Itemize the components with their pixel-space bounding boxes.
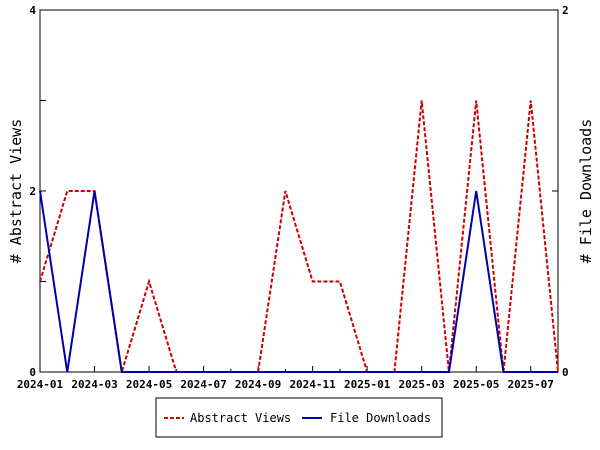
y-right-tick-label: 0 <box>562 366 569 379</box>
y-axis-right: 02 <box>552 4 569 379</box>
legend-label-file-downloads: File Downloads <box>330 411 431 425</box>
x-tick-label: 2025-01 <box>344 378 391 391</box>
x-tick-label: 2024-03 <box>71 378 117 391</box>
x-tick-label: 2025-05 <box>453 378 499 391</box>
plot-frame <box>39 9 559 373</box>
legend-box <box>155 397 443 438</box>
x-tick-label: 2024-09 <box>235 378 281 391</box>
series-line-file-downloads <box>39 190 558 373</box>
x-tick-label: 2024-11 <box>289 378 336 391</box>
legend: Abstract Views File Downloads <box>155 397 443 438</box>
y-right-tick-label: 2 <box>562 4 569 17</box>
x-tick-label: 2024-05 <box>126 378 172 391</box>
y-left-tick-label: 0 <box>29 366 36 379</box>
y-left-tick-label: 4 <box>29 4 36 17</box>
axes <box>39 9 559 373</box>
x-tick-label: 2024-01 <box>17 378 64 391</box>
x-tick-label: 2024-07 <box>180 378 226 391</box>
y-axis-left-title: # Abstract Views <box>7 119 25 264</box>
y-axis-right-title: # File Downloads <box>577 119 595 264</box>
x-tick-label: 2025-03 <box>399 378 445 391</box>
x-axis: 2024-01 2024-03 2024-05 2024-07 2024-09 2024-… <box>17 366 559 391</box>
y-axis-left: 0 2 4 <box>29 4 46 379</box>
series-layer <box>39 100 559 373</box>
y-left-tick-label: 2 <box>29 185 36 198</box>
legend-label-abstract-views: Abstract Views <box>190 411 291 425</box>
series-line-abstract-views <box>39 100 559 373</box>
x-tick-label: 2025-07 <box>508 378 554 391</box>
